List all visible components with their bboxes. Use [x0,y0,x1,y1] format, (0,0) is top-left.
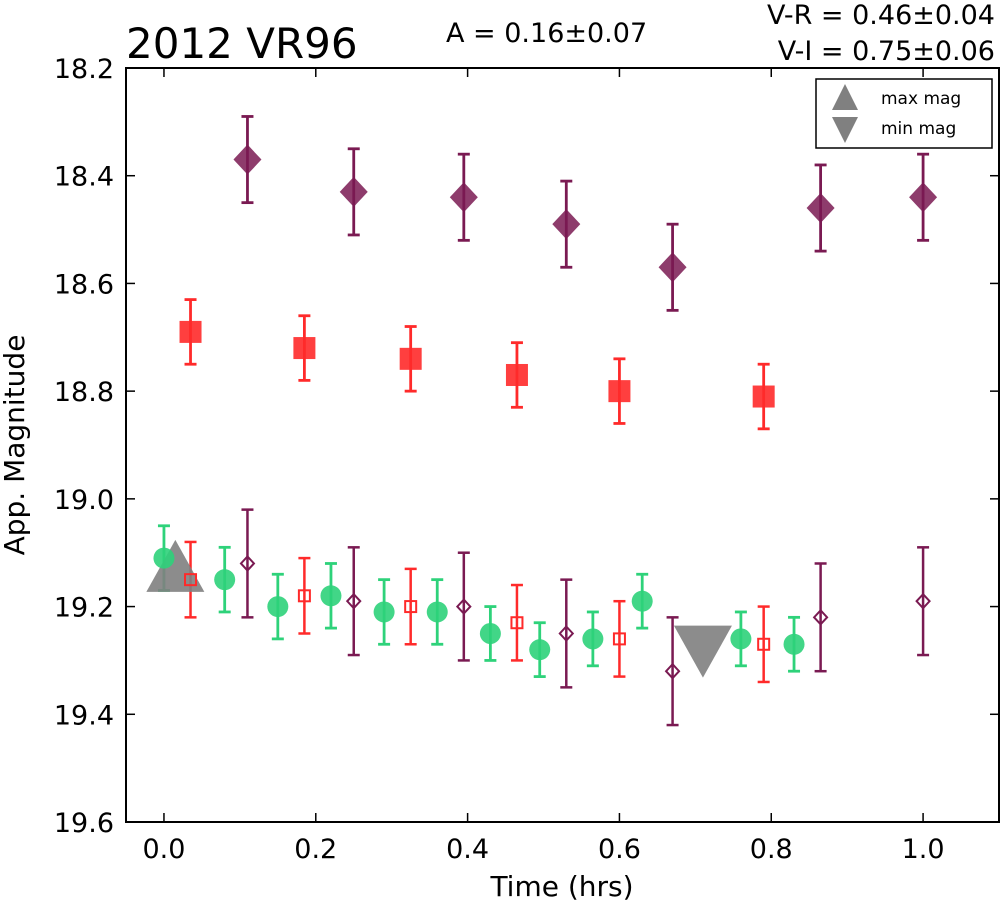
diamond-point [806,193,835,224]
x-axis-label: Time (hrs) [489,870,633,903]
open-diamond-point [558,625,575,642]
y-tick-label: 18.4 [54,162,114,193]
square-point [752,385,775,408]
diamond-point [449,182,478,213]
circle-point [479,623,501,644]
open-diamond-point [812,608,829,626]
circle-point [582,628,604,650]
data-marks [146,115,938,727]
y-axis-label: App. Magnitude [0,335,31,556]
min-mag-marker [673,625,732,678]
legend: max mag min mag [815,78,993,149]
square-point [608,380,631,403]
color-index-vr: V-R = 0.46±0.04 [767,0,995,31]
open-diamond-point [345,592,362,610]
max-mag-legend-icon [832,84,858,110]
x-tick-label: 1.0 [902,834,945,865]
circle-point [214,569,236,591]
open-square-point [612,632,626,646]
diamond-point [658,252,687,283]
open-square-point [404,600,418,614]
diamond-point [233,144,262,175]
square-point [293,337,316,360]
open-square-point [184,573,198,587]
open-diamond-point [664,662,681,680]
circle-point [373,601,395,623]
open-diamond-point [455,598,472,616]
amplitude-label: A = 0.16±0.07 [446,18,647,49]
circle-point [267,596,289,618]
y-tick-label: 18.8 [54,377,114,408]
min-mag-legend-icon [832,117,858,143]
color-index-vi: V-I = 0.75±0.06 [778,36,995,67]
circle-point [730,628,752,650]
x-tick-label: 0.2 [294,834,337,865]
open-square-point [297,589,311,603]
diamond-point [909,182,938,213]
axis-ticks: 0.0 0.2 0.4 0.6 0.8 1.0 18.2 18.4 18.6 18.8 19.0 19… [54,54,999,865]
open-diamond-point [915,592,931,610]
circle-point [320,585,342,607]
plot-frame [125,67,1000,823]
square-point [399,347,422,370]
square-point [505,363,528,386]
y-tick-label: 18.6 [54,269,114,300]
x-tick-label: 0.6 [598,834,641,865]
circle-point [153,547,175,569]
circle-point [426,601,448,623]
open-square-point [757,637,771,651]
y-tick-label: 18.2 [54,54,114,85]
x-tick-label: 0.4 [446,834,489,865]
circle-point [783,633,805,655]
y-tick-label: 19.2 [54,593,114,624]
chart-title: 2012 VR96 [126,19,358,68]
circle-point [529,639,551,661]
y-tick-label: 19.4 [54,700,114,731]
diamond-point [339,176,368,207]
max-mag-marker [146,539,205,592]
circle-point [631,590,653,612]
open-diamond-point [239,555,256,572]
open-square-point [510,616,524,630]
legend-label-min-mag: min mag [881,119,956,139]
square-point [179,320,202,343]
legend-label-max-mag: max mag [881,89,961,109]
x-tick-label: 0.8 [750,834,793,865]
x-tick-label: 0.0 [142,834,185,865]
diamond-point [552,209,581,240]
y-tick-label: 19.0 [54,485,114,516]
y-tick-label: 19.6 [54,808,114,839]
